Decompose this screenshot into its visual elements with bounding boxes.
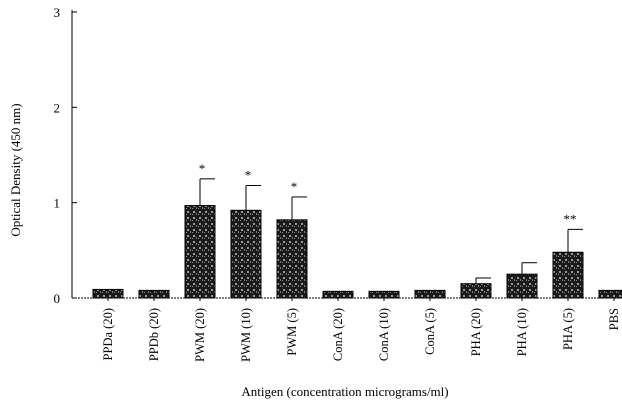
axes bbox=[71, 10, 615, 301]
x-category-label: ConA (10) bbox=[377, 308, 391, 361]
bar bbox=[322, 290, 354, 299]
significance-marker: * bbox=[199, 161, 206, 176]
x-category-label: ConA (5) bbox=[423, 308, 437, 355]
bar bbox=[138, 289, 170, 299]
significance-marker: * bbox=[245, 168, 252, 183]
significance-marker: ** bbox=[564, 211, 577, 226]
bars bbox=[92, 178, 622, 299]
bar bbox=[230, 209, 262, 299]
x-category-label: PBS bbox=[607, 308, 621, 330]
x-category-label: PPDb (20) bbox=[147, 308, 161, 361]
y-tick-label: 3 bbox=[54, 5, 61, 20]
x-category-label: PHA (5) bbox=[561, 308, 575, 350]
bar bbox=[598, 289, 622, 299]
bar bbox=[460, 283, 492, 299]
bar bbox=[184, 205, 216, 299]
x-axis-title: Antigen (concentration micrograms/ml) bbox=[241, 384, 448, 399]
x-category-label: PWM (20) bbox=[193, 308, 207, 362]
x-category-label: PHA (20) bbox=[469, 308, 483, 356]
bar bbox=[414, 289, 446, 299]
x-category-label: ConA (20) bbox=[331, 308, 345, 361]
y-tick-label: 0 bbox=[54, 291, 61, 306]
x-category-label: PHA (10) bbox=[515, 308, 529, 356]
y-tick-label: 2 bbox=[54, 100, 61, 115]
labels: 0 1 2 3 PPDa (20) PPDb (20) * PWM (20) * PWM (10)… bbox=[54, 5, 622, 362]
significance-marker: * bbox=[291, 179, 298, 194]
bar bbox=[552, 251, 584, 299]
bar bbox=[92, 288, 124, 299]
bar bbox=[368, 290, 400, 299]
x-category-label: PPDa (20) bbox=[101, 308, 115, 360]
y-tick-label: 1 bbox=[54, 196, 61, 211]
bar bbox=[276, 219, 308, 299]
y-axis-title: Optical Density (450 nm) bbox=[8, 103, 23, 236]
x-category-label: PWM (10) bbox=[239, 308, 253, 362]
x-category-label: PWM (5) bbox=[285, 308, 299, 356]
bar bbox=[506, 273, 538, 299]
